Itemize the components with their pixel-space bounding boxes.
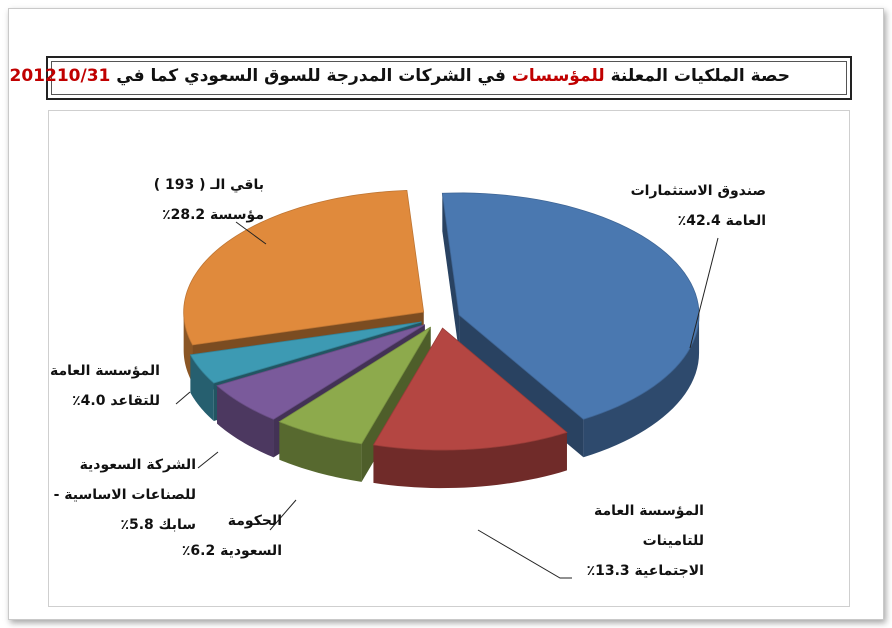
leader-lines xyxy=(175,221,719,579)
pie-slice-pif-top xyxy=(441,192,700,420)
label-pif-line-1: صندوق الاستثمارات xyxy=(630,183,766,199)
label-pif: صندوق الاستثمارات العامة 42.4٪ xyxy=(631,176,766,236)
pie-slice-gosi xyxy=(372,327,568,489)
leader-line-pension xyxy=(175,391,191,405)
title-part-1: حصة الملكيات المعلنة xyxy=(610,66,790,86)
pie-slice-gosi-top xyxy=(372,327,568,451)
pie-slice-others-top xyxy=(183,190,425,346)
label-government-line-2: السعودية 6.2٪ xyxy=(181,543,282,559)
title-part-2: في الشركات المدرجة للسوق السعودي كما في xyxy=(116,66,506,86)
pie-slice-pension-top xyxy=(189,321,422,384)
pie-slice-pif-wall-start xyxy=(442,193,460,353)
label-sabic-line-2: للصناعات الاساسية - xyxy=(53,487,196,503)
leader-line-gosi xyxy=(477,529,572,579)
label-sabic: الشركة السعودية للصناعات الاساسية - سابك… xyxy=(54,450,196,540)
label-pension: المؤسسة العامة للتقاعد 4.0٪ xyxy=(50,356,160,416)
label-others-line-1: باقي الـ ( 193 ) xyxy=(153,177,264,193)
pie-slice-pension-wall-end xyxy=(190,321,422,393)
label-others-line-2: مؤسسة 28.2٪ xyxy=(162,207,264,223)
chart-title-box: حصة الملكيات المعلنة للمؤسسات في الشركات… xyxy=(10,56,852,100)
plot-area xyxy=(48,110,850,607)
pie-slice-government-top xyxy=(278,326,431,445)
title-date: 201210/31 xyxy=(9,66,111,86)
label-others: باقي الـ ( 193 ) مؤسسة 28.2٪ xyxy=(154,170,264,230)
pie-slices xyxy=(183,190,700,489)
label-gosi-line-2: للتامينات xyxy=(642,533,704,549)
pie-slice-sabic-top xyxy=(216,324,426,420)
label-pension-line-2: للتقاعد 4.0٪ xyxy=(72,393,160,409)
pie-slice-government-side-0 xyxy=(279,421,362,482)
label-gosi-line-3: الاجتماعية 13.3٪ xyxy=(586,563,704,579)
label-government-line-1: الحكومة xyxy=(227,513,282,529)
leader-line-others xyxy=(235,221,267,245)
label-gosi-line-1: المؤسسة العامة xyxy=(594,503,704,519)
pie-slice-pif-side-0 xyxy=(583,314,700,458)
pie-slice-gosi-side-0 xyxy=(373,432,567,489)
label-pension-line-1: المؤسسة العامة xyxy=(50,363,160,379)
label-pif-line-2: العامة 42.4٪ xyxy=(677,213,766,229)
chart-title: حصة الملكيات المعلنة للمؤسسات في الشركات… xyxy=(10,66,790,86)
label-sabic-line-3: سابك 5.8٪ xyxy=(120,517,196,533)
pie-slice-pension-side-0 xyxy=(190,354,214,422)
label-government: الحكومة السعودية 6.2٪ xyxy=(182,506,282,566)
title-inner-border xyxy=(51,61,847,95)
leader-line-government xyxy=(269,499,297,531)
leader-line-sabic xyxy=(197,451,219,469)
leader-line-pif xyxy=(689,237,719,349)
label-sabic-line-1: الشركة السعودية xyxy=(79,457,196,473)
label-gosi: المؤسسة العامة للتامينات الاجتماعية 13.3… xyxy=(587,496,704,586)
title-highlight: للمؤسسات xyxy=(511,66,605,86)
pie-slice-sabic-side-0 xyxy=(217,385,274,458)
